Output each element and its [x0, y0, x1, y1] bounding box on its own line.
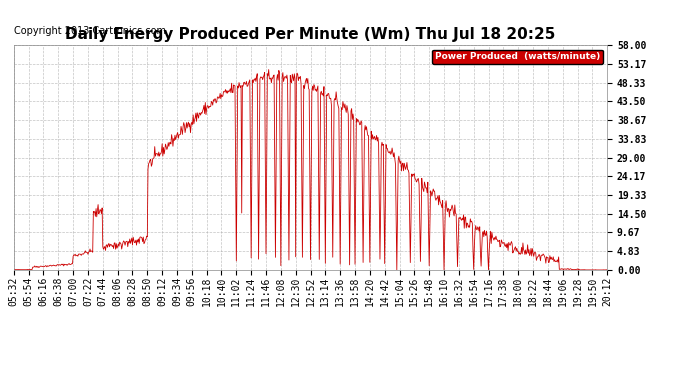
Legend: Power Produced  (watts/minute): Power Produced (watts/minute) — [432, 50, 602, 64]
Text: Copyright 2013 Cartronics.com: Copyright 2013 Cartronics.com — [14, 26, 166, 36]
Title: Daily Energy Produced Per Minute (Wm) Thu Jul 18 20:25: Daily Energy Produced Per Minute (Wm) Th… — [66, 27, 555, 42]
